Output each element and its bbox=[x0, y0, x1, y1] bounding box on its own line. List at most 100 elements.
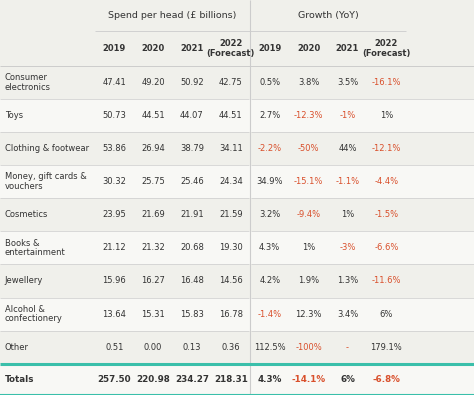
Bar bbox=[0, 165, 474, 198]
Text: 25.75: 25.75 bbox=[141, 177, 165, 186]
Text: 234.27: 234.27 bbox=[175, 375, 209, 384]
Text: 0.13: 0.13 bbox=[182, 343, 201, 352]
Text: -1%: -1% bbox=[339, 111, 356, 120]
Text: -100%: -100% bbox=[295, 343, 322, 352]
Text: -14.1%: -14.1% bbox=[292, 375, 326, 384]
Text: 3.2%: 3.2% bbox=[259, 210, 280, 219]
Text: 2021: 2021 bbox=[336, 44, 359, 53]
Text: Books &
entertainment: Books & entertainment bbox=[5, 239, 65, 257]
Text: 49.20: 49.20 bbox=[141, 78, 165, 87]
Text: 47.41: 47.41 bbox=[102, 78, 126, 87]
Text: 21.91: 21.91 bbox=[180, 210, 204, 219]
Text: -50%: -50% bbox=[298, 144, 319, 153]
Text: 23.95: 23.95 bbox=[102, 210, 126, 219]
Text: -1.5%: -1.5% bbox=[374, 210, 398, 219]
Text: 1%: 1% bbox=[302, 243, 315, 252]
Text: 218.31: 218.31 bbox=[214, 375, 248, 384]
Text: 19.30: 19.30 bbox=[219, 243, 243, 252]
Bar bbox=[0, 297, 474, 331]
Text: 42.75: 42.75 bbox=[219, 78, 243, 87]
Text: 220.98: 220.98 bbox=[136, 375, 170, 384]
Text: Jewellery: Jewellery bbox=[5, 276, 43, 286]
Text: 2019: 2019 bbox=[258, 44, 282, 53]
Text: 24.34: 24.34 bbox=[219, 177, 243, 186]
Text: Growth (YoY): Growth (YoY) bbox=[298, 11, 358, 20]
Text: 26.94: 26.94 bbox=[141, 144, 165, 153]
Text: -: - bbox=[346, 343, 349, 352]
Text: 3.5%: 3.5% bbox=[337, 78, 358, 87]
Text: 50.92: 50.92 bbox=[180, 78, 204, 87]
Text: 2020: 2020 bbox=[141, 44, 165, 53]
Text: 21.59: 21.59 bbox=[219, 210, 243, 219]
Bar bbox=[0, 231, 474, 264]
Text: 15.31: 15.31 bbox=[141, 310, 165, 319]
Text: 4.2%: 4.2% bbox=[259, 276, 280, 286]
Text: -12.3%: -12.3% bbox=[294, 111, 323, 120]
Text: 12.3%: 12.3% bbox=[295, 310, 322, 319]
Text: 1%: 1% bbox=[341, 210, 354, 219]
Text: 2022
(Forecast): 2022 (Forecast) bbox=[362, 40, 410, 58]
Text: -3%: -3% bbox=[339, 243, 356, 252]
Text: 6%: 6% bbox=[380, 310, 393, 319]
Text: 0.5%: 0.5% bbox=[259, 78, 280, 87]
Text: Cosmetics: Cosmetics bbox=[5, 210, 48, 219]
Text: -6.8%: -6.8% bbox=[373, 375, 400, 384]
Bar bbox=[0, 66, 474, 99]
Text: -1.1%: -1.1% bbox=[336, 177, 359, 186]
Text: 34.9%: 34.9% bbox=[256, 177, 283, 186]
Text: 112.5%: 112.5% bbox=[254, 343, 285, 352]
Text: 3.8%: 3.8% bbox=[298, 78, 319, 87]
Text: Totals: Totals bbox=[5, 375, 34, 384]
Text: 44%: 44% bbox=[338, 144, 357, 153]
Text: 15.96: 15.96 bbox=[102, 276, 126, 286]
Text: 2022
(Forecast): 2022 (Forecast) bbox=[207, 40, 255, 58]
Text: -4.4%: -4.4% bbox=[374, 177, 398, 186]
Bar bbox=[0, 364, 474, 395]
Bar bbox=[0, 331, 474, 364]
Text: 1.3%: 1.3% bbox=[337, 276, 358, 286]
Text: 4.3%: 4.3% bbox=[257, 375, 282, 384]
Text: 2020: 2020 bbox=[297, 44, 320, 53]
Text: -2.2%: -2.2% bbox=[258, 144, 282, 153]
Text: 21.32: 21.32 bbox=[141, 243, 165, 252]
Text: 16.48: 16.48 bbox=[180, 276, 204, 286]
Text: 2021: 2021 bbox=[180, 44, 204, 53]
Text: 0.00: 0.00 bbox=[144, 343, 162, 352]
Text: 3.4%: 3.4% bbox=[337, 310, 358, 319]
Text: Alcohol &
confectionery: Alcohol & confectionery bbox=[5, 305, 63, 324]
Text: 50.73: 50.73 bbox=[102, 111, 126, 120]
Text: -15.1%: -15.1% bbox=[294, 177, 323, 186]
Bar bbox=[0, 99, 474, 132]
Text: 44.07: 44.07 bbox=[180, 111, 204, 120]
Text: 53.86: 53.86 bbox=[102, 144, 126, 153]
Text: -1.4%: -1.4% bbox=[258, 310, 282, 319]
Text: Money, gift cards &
vouchers: Money, gift cards & vouchers bbox=[5, 172, 86, 191]
Text: -6.6%: -6.6% bbox=[374, 243, 399, 252]
Bar bbox=[0, 198, 474, 231]
Text: 2.7%: 2.7% bbox=[259, 111, 280, 120]
Text: 34.11: 34.11 bbox=[219, 144, 243, 153]
Text: 38.79: 38.79 bbox=[180, 144, 204, 153]
Text: Other: Other bbox=[5, 343, 29, 352]
Text: 0.51: 0.51 bbox=[105, 343, 123, 352]
Text: 4.3%: 4.3% bbox=[259, 243, 280, 252]
Text: Consumer
electronics: Consumer electronics bbox=[5, 73, 51, 92]
Text: 257.50: 257.50 bbox=[98, 375, 131, 384]
Text: 6%: 6% bbox=[340, 375, 355, 384]
Text: Toys: Toys bbox=[5, 111, 23, 120]
Text: 44.51: 44.51 bbox=[141, 111, 165, 120]
Text: 25.46: 25.46 bbox=[180, 177, 204, 186]
Text: 16.78: 16.78 bbox=[219, 310, 243, 319]
Text: -11.6%: -11.6% bbox=[372, 276, 401, 286]
Text: 179.1%: 179.1% bbox=[371, 343, 402, 352]
Text: 0.36: 0.36 bbox=[221, 343, 240, 352]
Text: Spend per head (£ billions): Spend per head (£ billions) bbox=[109, 11, 237, 20]
Text: 16.27: 16.27 bbox=[141, 276, 165, 286]
Text: 44.51: 44.51 bbox=[219, 111, 243, 120]
Text: -16.1%: -16.1% bbox=[372, 78, 401, 87]
Text: Clothing & footwear: Clothing & footwear bbox=[5, 144, 89, 153]
Text: 21.12: 21.12 bbox=[102, 243, 126, 252]
Text: 15.83: 15.83 bbox=[180, 310, 204, 319]
Text: -12.1%: -12.1% bbox=[372, 144, 401, 153]
Text: 2019: 2019 bbox=[102, 44, 126, 53]
